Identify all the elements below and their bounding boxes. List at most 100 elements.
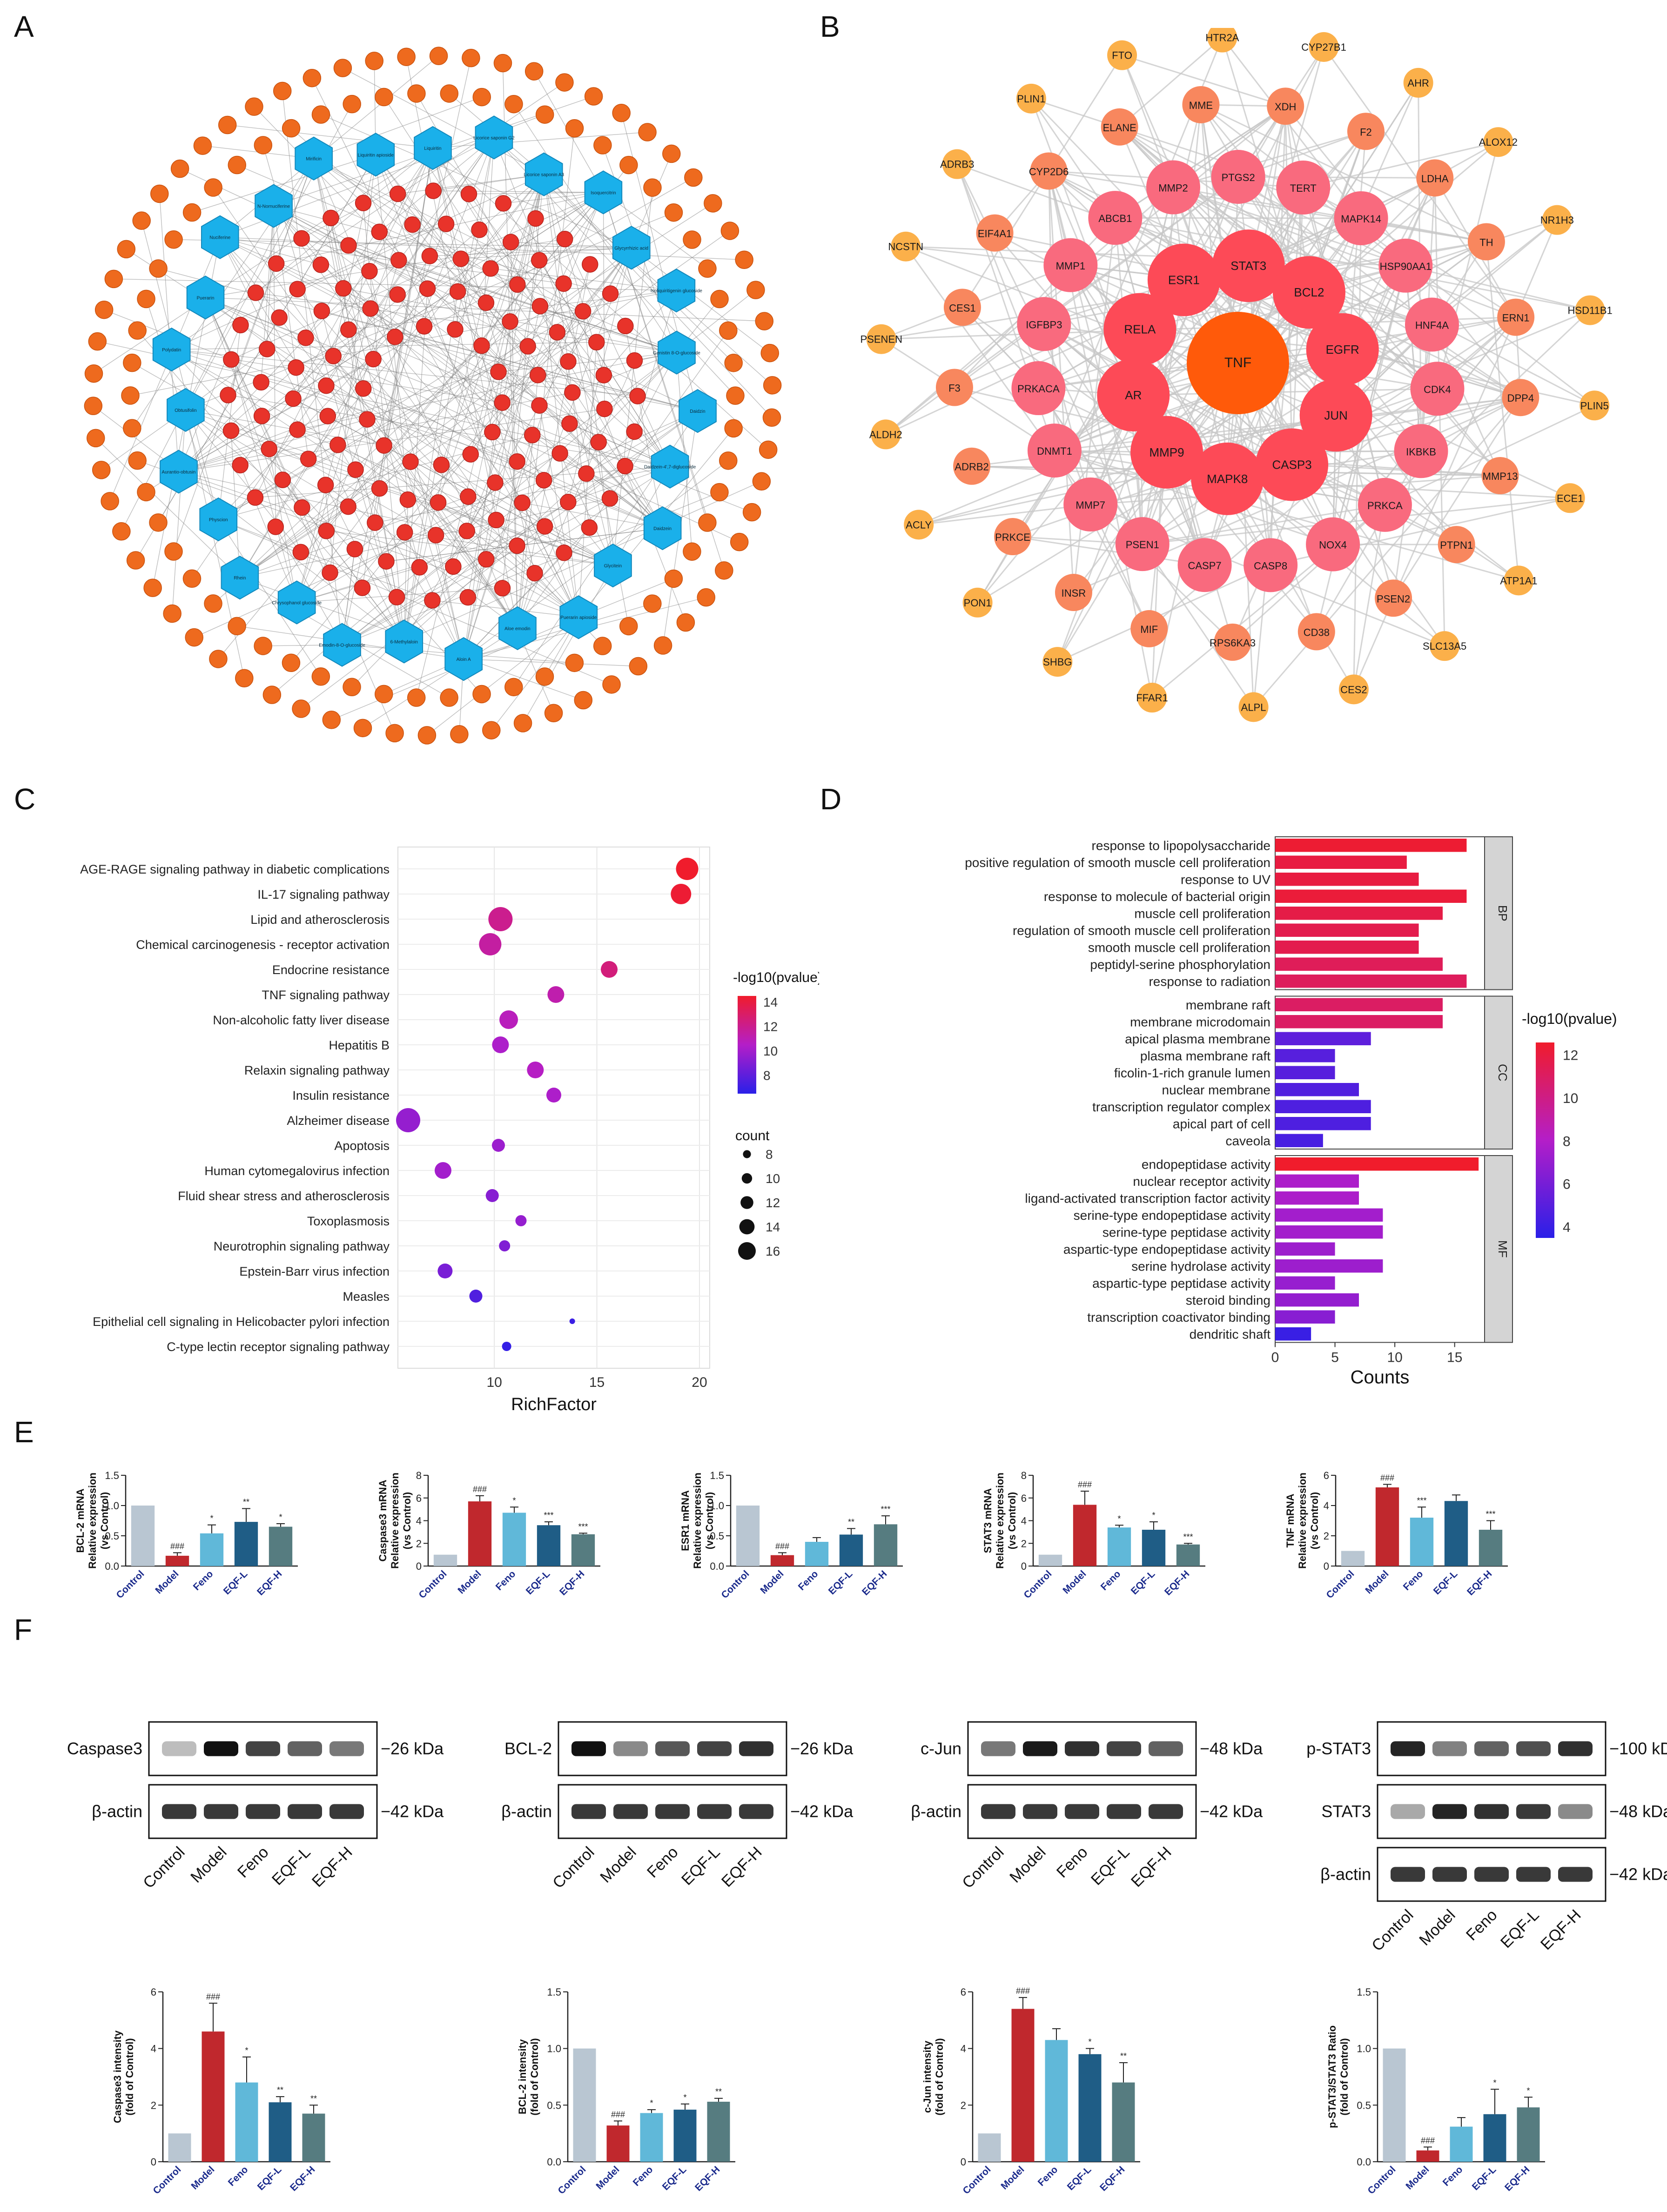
protein-node [1309,32,1339,62]
bar [269,2102,292,2162]
target-node-outer [254,637,272,655]
y-tick-label: 2 [1021,1538,1027,1549]
target-node-inner [354,579,371,596]
target-node-outer [742,503,761,522]
protein-node [891,231,921,262]
target-node-inner [390,252,407,269]
blot-band [655,1804,690,1819]
network-edge [410,461,518,629]
target-node-inner [430,494,447,511]
network-edge [191,137,495,579]
bar [433,1554,457,1566]
blot-mw-label: −42 kDa [1200,1802,1263,1821]
network-edge [467,174,544,598]
blot-band [1432,1867,1467,1882]
bubble-point [396,1108,421,1132]
target-node-inner [419,280,436,297]
group-label: EQF-H [1503,2164,1532,2193]
group-label: Feno [1099,1568,1123,1593]
target-node-outer [254,136,273,155]
target-node-outer [462,48,480,67]
protein-node [1504,565,1534,596]
target-node-inner [471,222,488,238]
go-term-label: transcription coactivator binding [1087,1310,1270,1325]
group-label: EQF-H [860,1568,889,1597]
bubble-point [515,1215,527,1226]
significance-mark: *** [544,1511,553,1520]
network-edge [503,203,671,467]
go-bar [1275,889,1467,903]
network-edge [325,484,404,642]
group-label: EQF-H [1465,1568,1494,1597]
blot-lane-label: EQF-L [269,1843,314,1889]
protein-label: CASP8 [1254,560,1287,571]
significance-mark: ** [277,2085,283,2095]
bar [269,1526,293,1566]
protein-node [1267,87,1304,125]
protein-node [1306,313,1379,386]
blot-band [1516,1741,1551,1756]
go-bar [1275,1208,1383,1222]
network-edge [427,617,579,736]
network-edge [240,496,469,578]
protein-node [1394,424,1448,478]
protein-node [1107,40,1137,70]
target-node-inner [232,457,249,474]
network-edge [231,359,297,603]
y-tick-label: 1.5 [547,1987,561,1998]
protein-label: JUN [1324,408,1348,422]
go-term-label: regulation of smooth muscle cell prolife… [1013,923,1270,938]
target-node-inner [629,388,646,404]
target-node-outer [137,289,155,309]
network-edge [375,148,433,523]
protein-label: ADRB2 [954,461,988,473]
protein-label: PRKACA [1017,383,1060,395]
protein-node [1016,83,1046,114]
protein-label: MMP2 [1158,182,1188,194]
bubble-point [499,1240,511,1251]
protein-node [1214,623,1251,661]
target-node-inner [313,303,330,319]
network-edge [1392,397,1521,599]
protein-label: AHR [1407,77,1429,89]
target-node-inner [376,437,392,454]
target-node-inner [323,209,339,227]
group-label: EQF-H [1163,1568,1191,1597]
target-node-outer [112,522,131,541]
target-node-outer [450,725,469,744]
target-node-outer [664,569,683,588]
protein-label: ABCB1 [1098,213,1132,224]
y-tick-label: 1.5 [710,1471,724,1481]
compound-node [643,506,682,551]
network-edge [498,352,677,372]
blot-band [1432,1741,1467,1756]
target-node-inner [445,558,462,575]
blot-band [739,1804,773,1819]
target-node-inner [601,490,618,507]
y-tick-label: 1.5 [105,1471,119,1481]
significance-mark: * [1088,2037,1091,2047]
target-node-inner [509,537,525,554]
protein-node [1191,442,1264,515]
protein-label: ELANE [1103,122,1136,134]
target-node-outer [235,669,254,687]
compound-label: Liquiritin [424,146,441,151]
group-label: Control [114,1568,146,1600]
y-tick-label: 6 [416,1493,422,1504]
network-edge [231,430,613,566]
y-tick-label: 2 [151,2099,156,2111]
compound-label: Rhein [234,576,246,581]
compound-label: Puerarin [197,296,215,301]
target-node-inner [595,367,612,383]
network-edge [213,247,632,604]
target-node-inner [355,380,372,397]
target-node-outer [602,675,621,694]
bar [1517,2107,1540,2162]
network-edge [375,155,409,500]
network-edge [205,239,565,298]
blot-lane-label: EQF-H [718,1843,766,1891]
target-node-inner [421,248,438,264]
group-label: Feno [494,1568,518,1593]
go-term-label: response to radiation [1149,974,1270,988]
y-axis-label: (fold of Control) [124,2038,135,2115]
